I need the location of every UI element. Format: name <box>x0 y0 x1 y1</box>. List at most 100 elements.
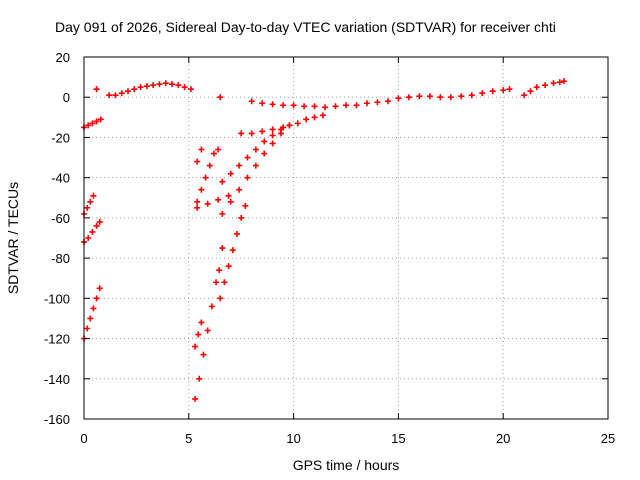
data-point <box>90 192 97 199</box>
data-point <box>118 90 125 97</box>
data-point <box>227 170 234 177</box>
data-point <box>242 202 249 209</box>
data-point <box>194 204 201 211</box>
data-point <box>175 82 182 89</box>
data-point <box>93 222 100 229</box>
x-axis-ticks: 0 5 10 15 20 25 <box>80 57 615 446</box>
data-point <box>479 90 486 97</box>
data-point <box>311 103 318 110</box>
data-point <box>533 84 540 91</box>
data-point <box>219 210 226 217</box>
data-point <box>286 122 293 129</box>
data-point <box>259 100 266 107</box>
data-point <box>236 162 243 169</box>
data-point <box>238 214 245 221</box>
data-point <box>97 116 104 123</box>
data-point <box>192 343 199 350</box>
data-point <box>200 351 207 358</box>
data-point <box>217 94 224 101</box>
data-point <box>248 98 255 105</box>
data-point <box>217 295 224 302</box>
data-point <box>150 82 157 89</box>
y-tick-label: -40 <box>51 171 70 186</box>
y-tick-label: 0 <box>63 90 70 105</box>
data-point <box>234 230 241 237</box>
data-point <box>208 303 215 310</box>
data-point <box>521 92 528 99</box>
data-point <box>93 295 100 302</box>
data-point <box>93 86 100 93</box>
data-point <box>216 267 223 274</box>
data-point <box>384 98 391 105</box>
data-point <box>202 174 209 181</box>
data-point <box>96 285 103 292</box>
data-point <box>437 94 444 101</box>
x-tick-label: 5 <box>185 431 192 446</box>
x-tick-label: 25 <box>601 431 615 446</box>
data-point <box>204 200 211 207</box>
data-point <box>261 138 268 145</box>
data-point <box>221 279 228 286</box>
x-tick-label: 0 <box>80 431 87 446</box>
data-point <box>227 198 234 205</box>
y-tick-label: -120 <box>44 332 70 347</box>
data-point <box>219 245 226 252</box>
data-point <box>468 92 475 99</box>
data-point <box>204 327 211 334</box>
data-point <box>89 228 96 235</box>
data-point <box>85 235 92 241</box>
data-point <box>280 102 287 109</box>
data-point <box>84 325 91 332</box>
data-point <box>416 93 423 100</box>
data-point <box>90 305 97 312</box>
data-point <box>196 375 203 382</box>
data-point <box>143 83 150 90</box>
data-point <box>269 140 276 147</box>
data-point <box>311 114 318 121</box>
data-point <box>215 146 222 153</box>
data-point <box>556 79 563 86</box>
grid <box>84 57 608 419</box>
y-tick-label: -80 <box>51 251 70 266</box>
data-point <box>198 319 205 326</box>
data-point <box>506 86 513 93</box>
data-point <box>89 120 96 127</box>
chart-title: Day 091 of 2026, Sidereal Day-to-day VTE… <box>55 19 556 35</box>
data-point <box>244 154 251 161</box>
y-tick-label: -140 <box>44 372 70 387</box>
data-point <box>319 112 326 119</box>
y-axis-label: SDTVAR / TECUs <box>5 182 21 294</box>
data-point <box>458 93 465 100</box>
data-point <box>405 94 412 101</box>
data-point <box>269 101 276 108</box>
data-point <box>96 218 103 225</box>
data-point <box>162 80 169 87</box>
data-point <box>542 82 549 89</box>
x-axis-label: GPS time / hours <box>293 457 400 473</box>
x-tick-label: 20 <box>496 431 510 446</box>
data-point <box>252 146 259 153</box>
data-point <box>169 81 176 88</box>
y-tick-label: -20 <box>51 130 70 145</box>
data-point <box>215 196 222 203</box>
data-point <box>225 192 232 199</box>
data-point <box>500 87 507 94</box>
data-point <box>198 186 205 193</box>
plot-frame <box>83 56 609 420</box>
data-point <box>194 158 201 165</box>
data-point <box>248 130 255 137</box>
data-point <box>125 88 132 95</box>
data-point <box>343 102 349 109</box>
data-point <box>194 198 201 205</box>
data-point <box>374 99 381 106</box>
data-point <box>137 84 144 91</box>
data-point <box>87 315 94 322</box>
data-point <box>131 86 138 93</box>
x-tick-label: 10 <box>286 431 300 446</box>
data-point <box>550 80 557 87</box>
data-point <box>290 102 297 109</box>
data-point <box>238 130 245 137</box>
data-point <box>213 279 220 286</box>
data-point <box>269 132 276 139</box>
